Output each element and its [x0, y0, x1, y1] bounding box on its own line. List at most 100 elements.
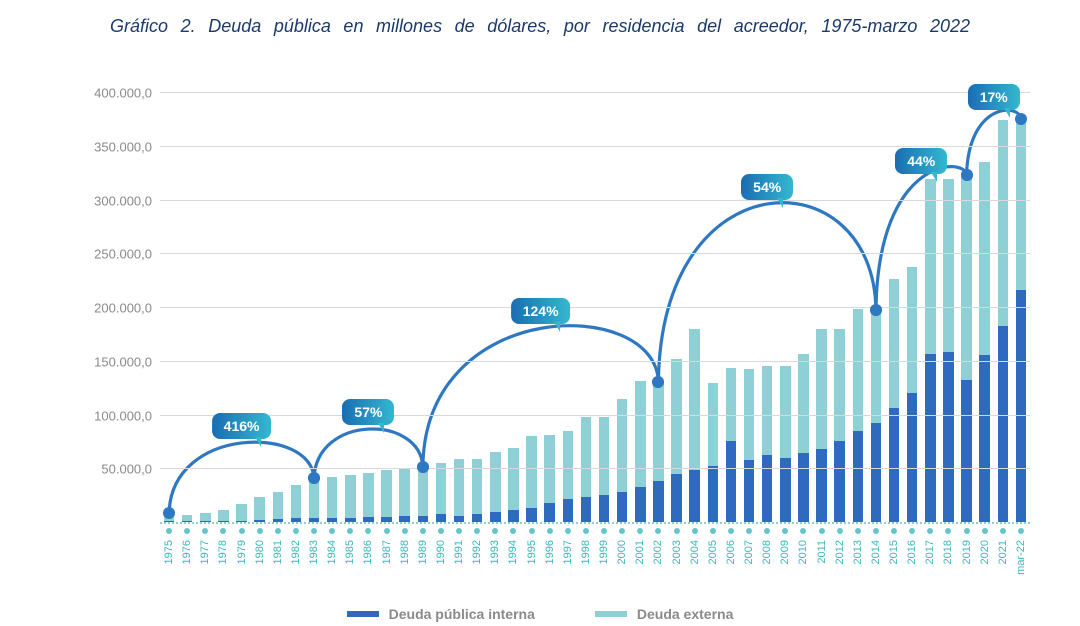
x-axis-label: 2012	[834, 540, 846, 564]
x-axis-dot	[1018, 528, 1024, 534]
x-axis-dot	[692, 528, 698, 534]
bar-seg-externa	[653, 382, 664, 481]
bar-seg-interna	[1016, 290, 1027, 522]
bar-seg-interna	[599, 495, 610, 522]
x-axis-dot	[420, 528, 426, 534]
x-axis-label: 1980	[254, 540, 266, 564]
x-axis-label: 1985	[344, 540, 356, 564]
bar-seg-externa	[780, 366, 791, 457]
x-axis-dot	[982, 528, 988, 534]
bar-seg-interna	[979, 355, 990, 522]
x-axis-label: 2021	[997, 540, 1009, 564]
bar-seg-externa	[889, 279, 900, 408]
bar-seg-externa	[635, 381, 646, 486]
bar-seg-externa	[345, 475, 356, 518]
bar-seg-interna	[581, 497, 592, 522]
x-axis-label: 1996	[544, 540, 556, 564]
x-axis-label: 1976	[181, 540, 193, 564]
x-axis-dash	[160, 522, 1030, 524]
x-axis-dot	[166, 528, 172, 534]
bar-seg-externa	[853, 309, 864, 430]
x-axis-label: 2002	[652, 540, 664, 564]
x-axis-label: 2015	[888, 540, 900, 564]
bar-seg-interna	[689, 470, 700, 522]
x-axis-label: 1989	[417, 540, 429, 564]
bar-seg-externa	[961, 175, 972, 380]
x-axis-dot	[438, 528, 444, 534]
x-axis-label: 1975	[163, 540, 175, 564]
bar-seg-externa	[472, 459, 483, 515]
x-axis-dot	[257, 528, 263, 534]
grid-line: 250.000,0	[160, 253, 1030, 254]
x-axis-dot	[909, 528, 915, 534]
bar-seg-interna	[653, 481, 664, 522]
bar-seg-externa	[327, 477, 338, 518]
bar-seg-externa	[218, 510, 229, 521]
x-axis-label: 1993	[489, 540, 501, 564]
grid-line: 200.000,0	[160, 307, 1030, 308]
growth-badge: 416%	[212, 413, 272, 439]
bar-seg-externa	[762, 366, 773, 455]
x-axis-dot	[964, 528, 970, 534]
swatch-externa	[595, 611, 627, 617]
x-axis-dot	[220, 528, 226, 534]
x-axis-dot	[819, 528, 825, 534]
x-axis-dot	[674, 528, 680, 534]
x-axis-dot	[945, 528, 951, 534]
bar-seg-interna	[780, 458, 791, 523]
x-axis-label: 1979	[236, 540, 248, 564]
bar-seg-interna	[617, 492, 628, 522]
x-axis-label: 1994	[507, 540, 519, 564]
y-axis-label: 300.000,0	[94, 193, 152, 208]
x-axis-dot	[565, 528, 571, 534]
bar-seg-externa	[508, 448, 519, 510]
y-axis-label: 50.000,0	[101, 462, 152, 477]
bar-seg-interna	[490, 512, 501, 522]
x-axis-dot	[764, 528, 770, 534]
bar-seg-externa	[436, 463, 447, 515]
x-axis-dot	[891, 528, 897, 534]
x-axis-dot	[365, 528, 371, 534]
x-axis-label: 2003	[671, 540, 683, 564]
x-axis-label: 1983	[308, 540, 320, 564]
x-axis-label: 2004	[689, 540, 701, 564]
bar-seg-interna	[925, 354, 936, 522]
bar-seg-externa	[581, 417, 592, 498]
growth-badge: 54%	[741, 174, 793, 200]
bar-seg-externa	[273, 492, 284, 519]
arc-anchor-dot	[652, 376, 664, 388]
arc-anchor-dot	[308, 472, 320, 484]
bar-seg-externa	[454, 459, 465, 516]
bar-seg-externa	[871, 310, 882, 423]
x-axis-label: 1978	[217, 540, 229, 564]
bar-seg-interna	[708, 466, 719, 522]
legend: Deuda pública interna Deuda externa	[0, 606, 1080, 622]
growth-badge: 124%	[511, 298, 571, 324]
bar-seg-externa	[236, 504, 247, 521]
bar-seg-externa	[816, 329, 827, 449]
x-axis-label: 2020	[979, 540, 991, 564]
x-axis-dot	[384, 528, 390, 534]
x-axis-label: 2006	[725, 540, 737, 564]
x-axis-label: 1987	[381, 540, 393, 564]
bar-seg-externa	[925, 179, 936, 354]
x-axis-dot	[855, 528, 861, 534]
bar-seg-externa	[490, 452, 501, 512]
bar-seg-externa	[798, 354, 809, 453]
x-axis-label: 2018	[942, 540, 954, 564]
y-axis-label: 250.000,0	[94, 247, 152, 262]
x-axis-dot	[347, 528, 353, 534]
x-axis-label: 2001	[634, 540, 646, 564]
x-axis-label: 1997	[562, 540, 574, 564]
bar-seg-externa	[998, 120, 1009, 326]
grid-line: 400.000,0	[160, 92, 1030, 93]
x-axis-label: 1992	[471, 540, 483, 564]
bar-seg-interna	[472, 514, 483, 522]
grid-line: 350.000,0	[160, 146, 1030, 147]
bar-seg-interna	[834, 441, 845, 522]
x-axis-label: 2014	[870, 540, 882, 564]
x-axis-label: 2010	[797, 540, 809, 564]
legend-label-interna: Deuda pública interna	[389, 606, 535, 622]
x-axis-label: 2005	[707, 540, 719, 564]
x-axis-dot	[275, 528, 281, 534]
